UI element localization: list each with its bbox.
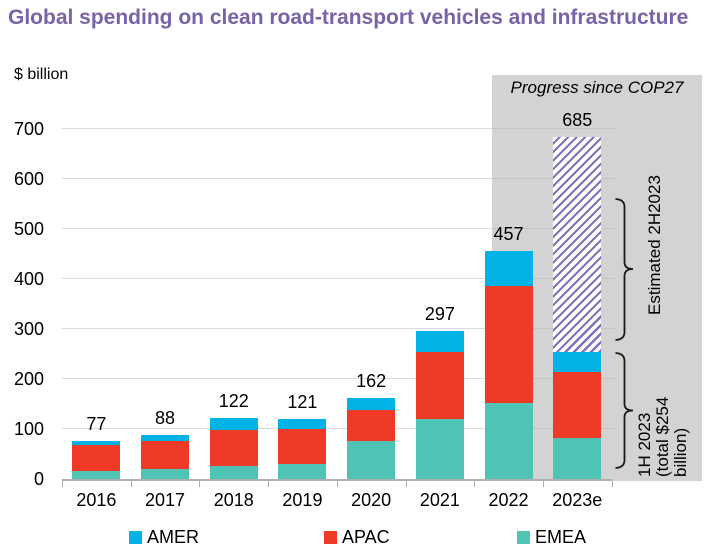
xtick-label-2017: 2017 — [145, 490, 186, 510]
ytick-label-100: 100 — [13, 419, 44, 439]
first-half-2023-line2: (total $254 — [653, 396, 672, 477]
bar-2017-emea — [141, 468, 190, 479]
bar-total-2018: 122 — [218, 391, 249, 411]
ytick-label-300: 300 — [13, 319, 44, 339]
x-axis-tick — [199, 481, 201, 487]
x-axis-tick — [130, 481, 132, 487]
ytick-label-700: 700 — [13, 119, 44, 139]
bar-2018-amer — [209, 418, 258, 430]
first-half-2023-line3: billion) — [671, 427, 690, 477]
chart-title: Global spending on clean road-transport … — [8, 6, 689, 29]
x-axis-tick — [336, 481, 338, 487]
bar-2020-emea — [347, 441, 396, 479]
bar-total-2020: 162 — [356, 371, 387, 391]
bar-2017-apac — [141, 440, 190, 469]
legend-swatch-emea — [517, 530, 530, 544]
y-axis-units-label: $ billion — [14, 66, 69, 83]
legend-swatch-apac — [324, 530, 337, 544]
legend-item-emea: EMEA — [517, 528, 586, 546]
bar-2019-amer — [278, 418, 327, 429]
bar-2018-emea — [209, 466, 258, 479]
bar-2021-apac — [415, 352, 464, 419]
bar-total-2016: 77 — [86, 413, 107, 434]
bar-2021-emea — [415, 418, 464, 479]
first-half-2023-line1: 1H 2023 — [635, 412, 654, 477]
x-axis-tick — [268, 481, 270, 487]
xtick-label-2020: 2020 — [351, 490, 392, 510]
xtick-label-2019: 2019 — [282, 490, 323, 510]
ytick-label-500: 500 — [13, 219, 44, 239]
bar-2021-amer — [415, 330, 464, 352]
legend: AMER APAC EMEA — [0, 528, 716, 548]
bar-2020-apac — [347, 410, 396, 441]
legend-item-apac: APAC — [324, 528, 390, 546]
progress-since-cop27-label: Progress since COP27 — [510, 78, 684, 97]
bar-total-2017: 88 — [155, 408, 176, 428]
legend-label-amer: AMER — [147, 527, 200, 547]
legend-label-emea: EMEA — [535, 527, 587, 547]
x-axis-tick — [405, 481, 407, 487]
x-axis-tick — [62, 481, 63, 487]
bar-total-2021: 297 — [424, 303, 455, 324]
bar-2016-amer — [72, 440, 121, 445]
bar-2019-emea — [278, 463, 327, 479]
x-axis-tick — [474, 481, 476, 487]
xtick-label-2021: 2021 — [419, 490, 460, 510]
bar-2016-apac — [72, 445, 121, 471]
estimated-2h2023-label: Estimated 2H2023 — [645, 175, 664, 315]
bar-2020-amer — [347, 398, 396, 410]
ytick-label-400: 400 — [13, 269, 44, 289]
xtick-label-2018: 2018 — [213, 490, 254, 510]
bar-2017-amer — [141, 435, 190, 441]
ytick-label-200: 200 — [13, 369, 44, 389]
xtick-label-2016: 2016 — [76, 490, 117, 510]
first-half-2023-total-label: 1H 2023 (total $254 billion) — [635, 337, 690, 477]
ytick-label-600: 600 — [13, 169, 44, 189]
bar-total-2019: 121 — [287, 391, 318, 412]
legend-swatch-amer — [129, 530, 142, 544]
xtick-label-2023e: 2023e — [552, 490, 603, 510]
xtick-label-2022: 2022 — [488, 490, 529, 510]
x-axis-tick — [542, 481, 544, 487]
legend-item-amer: AMER — [129, 528, 199, 546]
bar-2018-apac — [209, 429, 258, 466]
x-axis-tick — [611, 481, 613, 487]
legend-label-apac: APAC — [342, 527, 390, 547]
bar-2016-emea — [72, 471, 121, 479]
bar-2019-apac — [278, 428, 327, 464]
ytick-label-0: 0 — [33, 469, 44, 489]
